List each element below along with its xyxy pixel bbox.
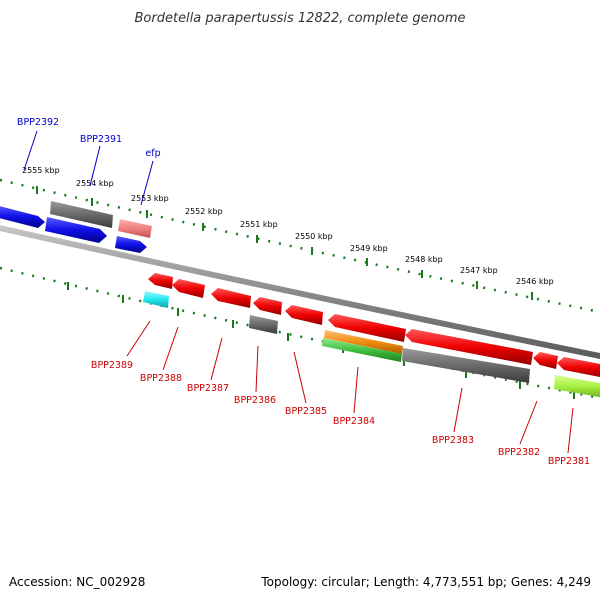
forward-strand-features [0, 201, 152, 253]
gene-feature-bpp2388[interactable] [172, 279, 205, 298]
inner-major-ticks [67, 282, 575, 399]
gene-label-bpp2391[interactable]: BPP2391 [80, 134, 122, 145]
inner-scale-ring [0, 266, 600, 400]
gene-feature-bpp2381[interactable] [557, 357, 600, 378]
gene-feature-efp[interactable] [118, 219, 152, 238]
forward-gene-labels: BPP2392 BPP2391 efp [17, 117, 161, 159]
gene-feature-bpp2382[interactable] [533, 352, 558, 369]
leader-line [162, 326, 179, 371]
gene-feature-bpp2384[interactable] [328, 314, 406, 342]
kbp-label: 2551 kbp [240, 220, 278, 229]
forward-label-leaders [23, 130, 154, 206]
outer-major-ticks [36, 186, 533, 300]
kbp-label: 2554 kbp [76, 179, 114, 188]
gene-label-bpp2382[interactable]: BPP2382 [498, 447, 540, 458]
gene-feature-bpp2392[interactable] [0, 205, 45, 228]
gene-feature-bpp2387[interactable] [211, 288, 251, 308]
gene-feature-bpp2385[interactable] [285, 305, 323, 325]
reverse-strand-features [143, 273, 600, 398]
gene-feature-bpp2391-arrow[interactable] [45, 217, 107, 243]
leader-line [453, 387, 463, 433]
leader-line [23, 130, 38, 171]
kbp-label: 2553 kbp [131, 194, 169, 203]
gene-feature-bpp2384-orange[interactable] [324, 330, 403, 354]
reverse-label-leaders [126, 320, 574, 454]
leader-line [89, 145, 101, 187]
genome-summary-text: Topology: circular; Length: 4,773,551 bp… [260, 575, 591, 589]
gene-feature-bpp2389[interactable] [148, 273, 173, 289]
gene-label-bpp2383[interactable]: BPP2383 [432, 435, 474, 446]
gene-label-bpp2389[interactable]: BPP2389 [91, 360, 133, 371]
gene-feature-bpp2383-gray[interactable] [402, 348, 530, 383]
leader-line [567, 407, 574, 454]
gene-label-bpp2387[interactable]: BPP2387 [187, 383, 229, 394]
genome-backbone [0, 225, 600, 359]
gene-feature-bpp2386-red[interactable] [253, 297, 282, 315]
accession-text: Accession: NC_002928 [9, 575, 145, 589]
leader-line [255, 345, 259, 393]
leader-line [126, 320, 151, 357]
reverse-gene-labels: BPP2389 BPP2388 BPP2387 BPP2386 BPP2385 … [91, 360, 590, 467]
kbp-label: 2552 kbp [185, 207, 223, 216]
gene-label-bpp2385[interactable]: BPP2385 [285, 406, 327, 417]
leader-line [353, 366, 359, 414]
kbp-label: 2547 kbp [460, 266, 498, 275]
gene-label-bpp2384[interactable]: BPP2384 [333, 416, 375, 427]
outer-scale-ring [0, 178, 600, 314]
leader-line [210, 337, 223, 381]
leader-line [140, 160, 154, 206]
gene-label-bpp2392[interactable]: BPP2392 [17, 117, 59, 128]
kbp-label: 2546 kbp [516, 277, 554, 286]
gene-label-efp[interactable]: efp [145, 148, 160, 159]
leader-line [519, 400, 538, 445]
gene-feature-efp-arrow[interactable] [115, 236, 147, 253]
leader-line [293, 351, 307, 404]
gene-feature-bpp2384-green[interactable] [322, 338, 402, 362]
gene-label-bpp2381[interactable]: BPP2381 [548, 456, 590, 467]
gene-feature-bpp2383[interactable] [405, 329, 533, 365]
gene-label-bpp2386[interactable]: BPP2386 [234, 395, 276, 406]
kbp-label: 2548 kbp [405, 255, 443, 264]
kbp-label: 2550 kbp [295, 232, 333, 241]
gene-feature-bpp2381-lime[interactable] [554, 375, 600, 398]
gene-feature-bpp2386[interactable] [249, 315, 278, 334]
kbp-labels: 2555 kbp 2554 kbp 2553 kbp 2552 kbp 2551… [22, 166, 554, 286]
gene-feature-gray-forward[interactable] [50, 201, 113, 228]
kbp-label: 2549 kbp [350, 244, 388, 253]
kbp-label: 2555 kbp [22, 166, 60, 175]
gene-feature-bpp2389-cyan[interactable] [143, 291, 169, 308]
gene-label-bpp2388[interactable]: BPP2388 [140, 373, 182, 384]
map-title: Bordetella parapertussis 12822, complete… [135, 11, 466, 26]
